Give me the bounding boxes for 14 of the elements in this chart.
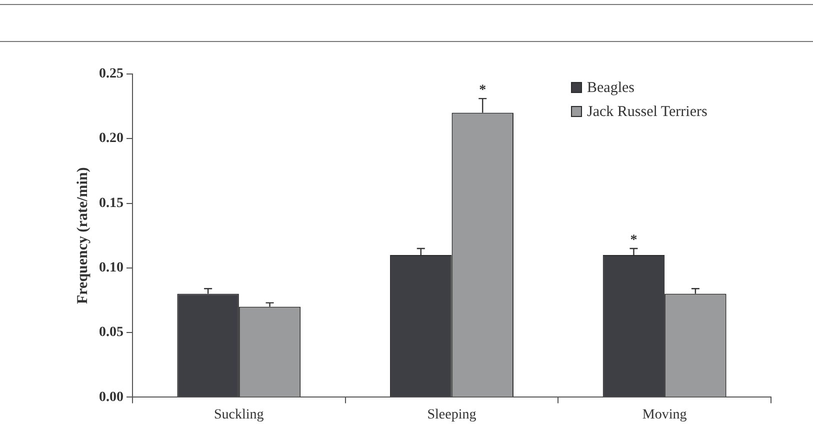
y-tick-label: 0.05 <box>99 325 124 340</box>
x-tick-label: Moving <box>642 407 687 422</box>
y-tick-label: 0.25 <box>99 66 124 82</box>
x-tick-label: Sleeping <box>427 407 476 422</box>
legend-label: Jack Russel Terriers <box>587 104 708 120</box>
y-tick-label: 0.00 <box>99 390 124 405</box>
legend-label: Beagles <box>587 80 635 96</box>
y-tick-label: 0.15 <box>99 196 124 211</box>
y-axis-title: Frequency (rate/min) <box>74 167 91 304</box>
x-tick-label: Suckling <box>214 407 264 422</box>
annotation: * <box>479 83 486 98</box>
y-tick-label: 0.20 <box>99 131 124 146</box>
y-tick-label: 0.10 <box>99 260 124 276</box>
annotation: * <box>630 233 638 248</box>
